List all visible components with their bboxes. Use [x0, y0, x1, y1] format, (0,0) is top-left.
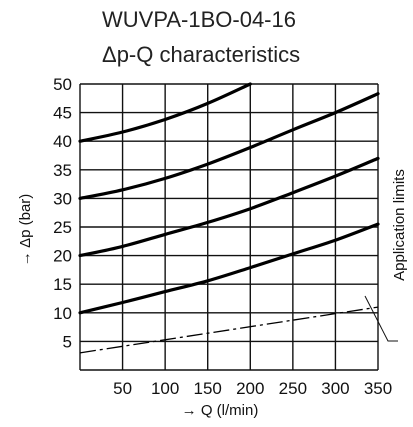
x-tick-label: 200: [236, 379, 264, 398]
x-tick-label: 300: [321, 379, 349, 398]
application-limits-label: Application limits: [391, 169, 408, 281]
x-tick-label: 150: [194, 379, 222, 398]
x-axis-label: → Q (l/min): [182, 402, 259, 419]
chart-title: WUVPA-1BO-04-16: [102, 7, 296, 32]
y-tick-label: 35: [53, 161, 72, 180]
x-tick-label: 250: [279, 379, 307, 398]
x-tick-label: 350: [364, 379, 392, 398]
grid: [79, 83, 379, 371]
characteristic-curve-4: [78, 82, 252, 143]
y-tick-label: 15: [53, 275, 72, 294]
y-tick-label: 45: [53, 104, 72, 123]
chart-subtitle: Δp-Q characteristics: [102, 42, 300, 67]
application-limits-leader: [364, 295, 398, 342]
application-limits-line: [79, 306, 379, 354]
y-tick-labels: 5 10 15 20 25 30 35 40 45 50: [53, 75, 72, 351]
y-tick-label: 50: [53, 75, 72, 94]
y-tick-label: 25: [53, 218, 72, 237]
curves: [78, 82, 380, 354]
y-tick-label: 30: [53, 189, 72, 208]
x-tick-label: 100: [151, 379, 179, 398]
characteristic-curve-2: [78, 156, 380, 258]
x-tick-label: 50: [113, 379, 132, 398]
characteristic-curve-1: [78, 222, 380, 315]
y-tick-label: 20: [53, 247, 72, 266]
x-tick-labels: 50 100 150 200 250 300 350: [113, 379, 392, 398]
y-tick-label: 40: [53, 132, 72, 151]
y-axis-label: → Δp (bar): [17, 194, 34, 267]
y-tick-label: 10: [53, 304, 72, 323]
y-tick-label: 5: [63, 332, 72, 351]
characteristic-curve-3: [78, 92, 380, 200]
